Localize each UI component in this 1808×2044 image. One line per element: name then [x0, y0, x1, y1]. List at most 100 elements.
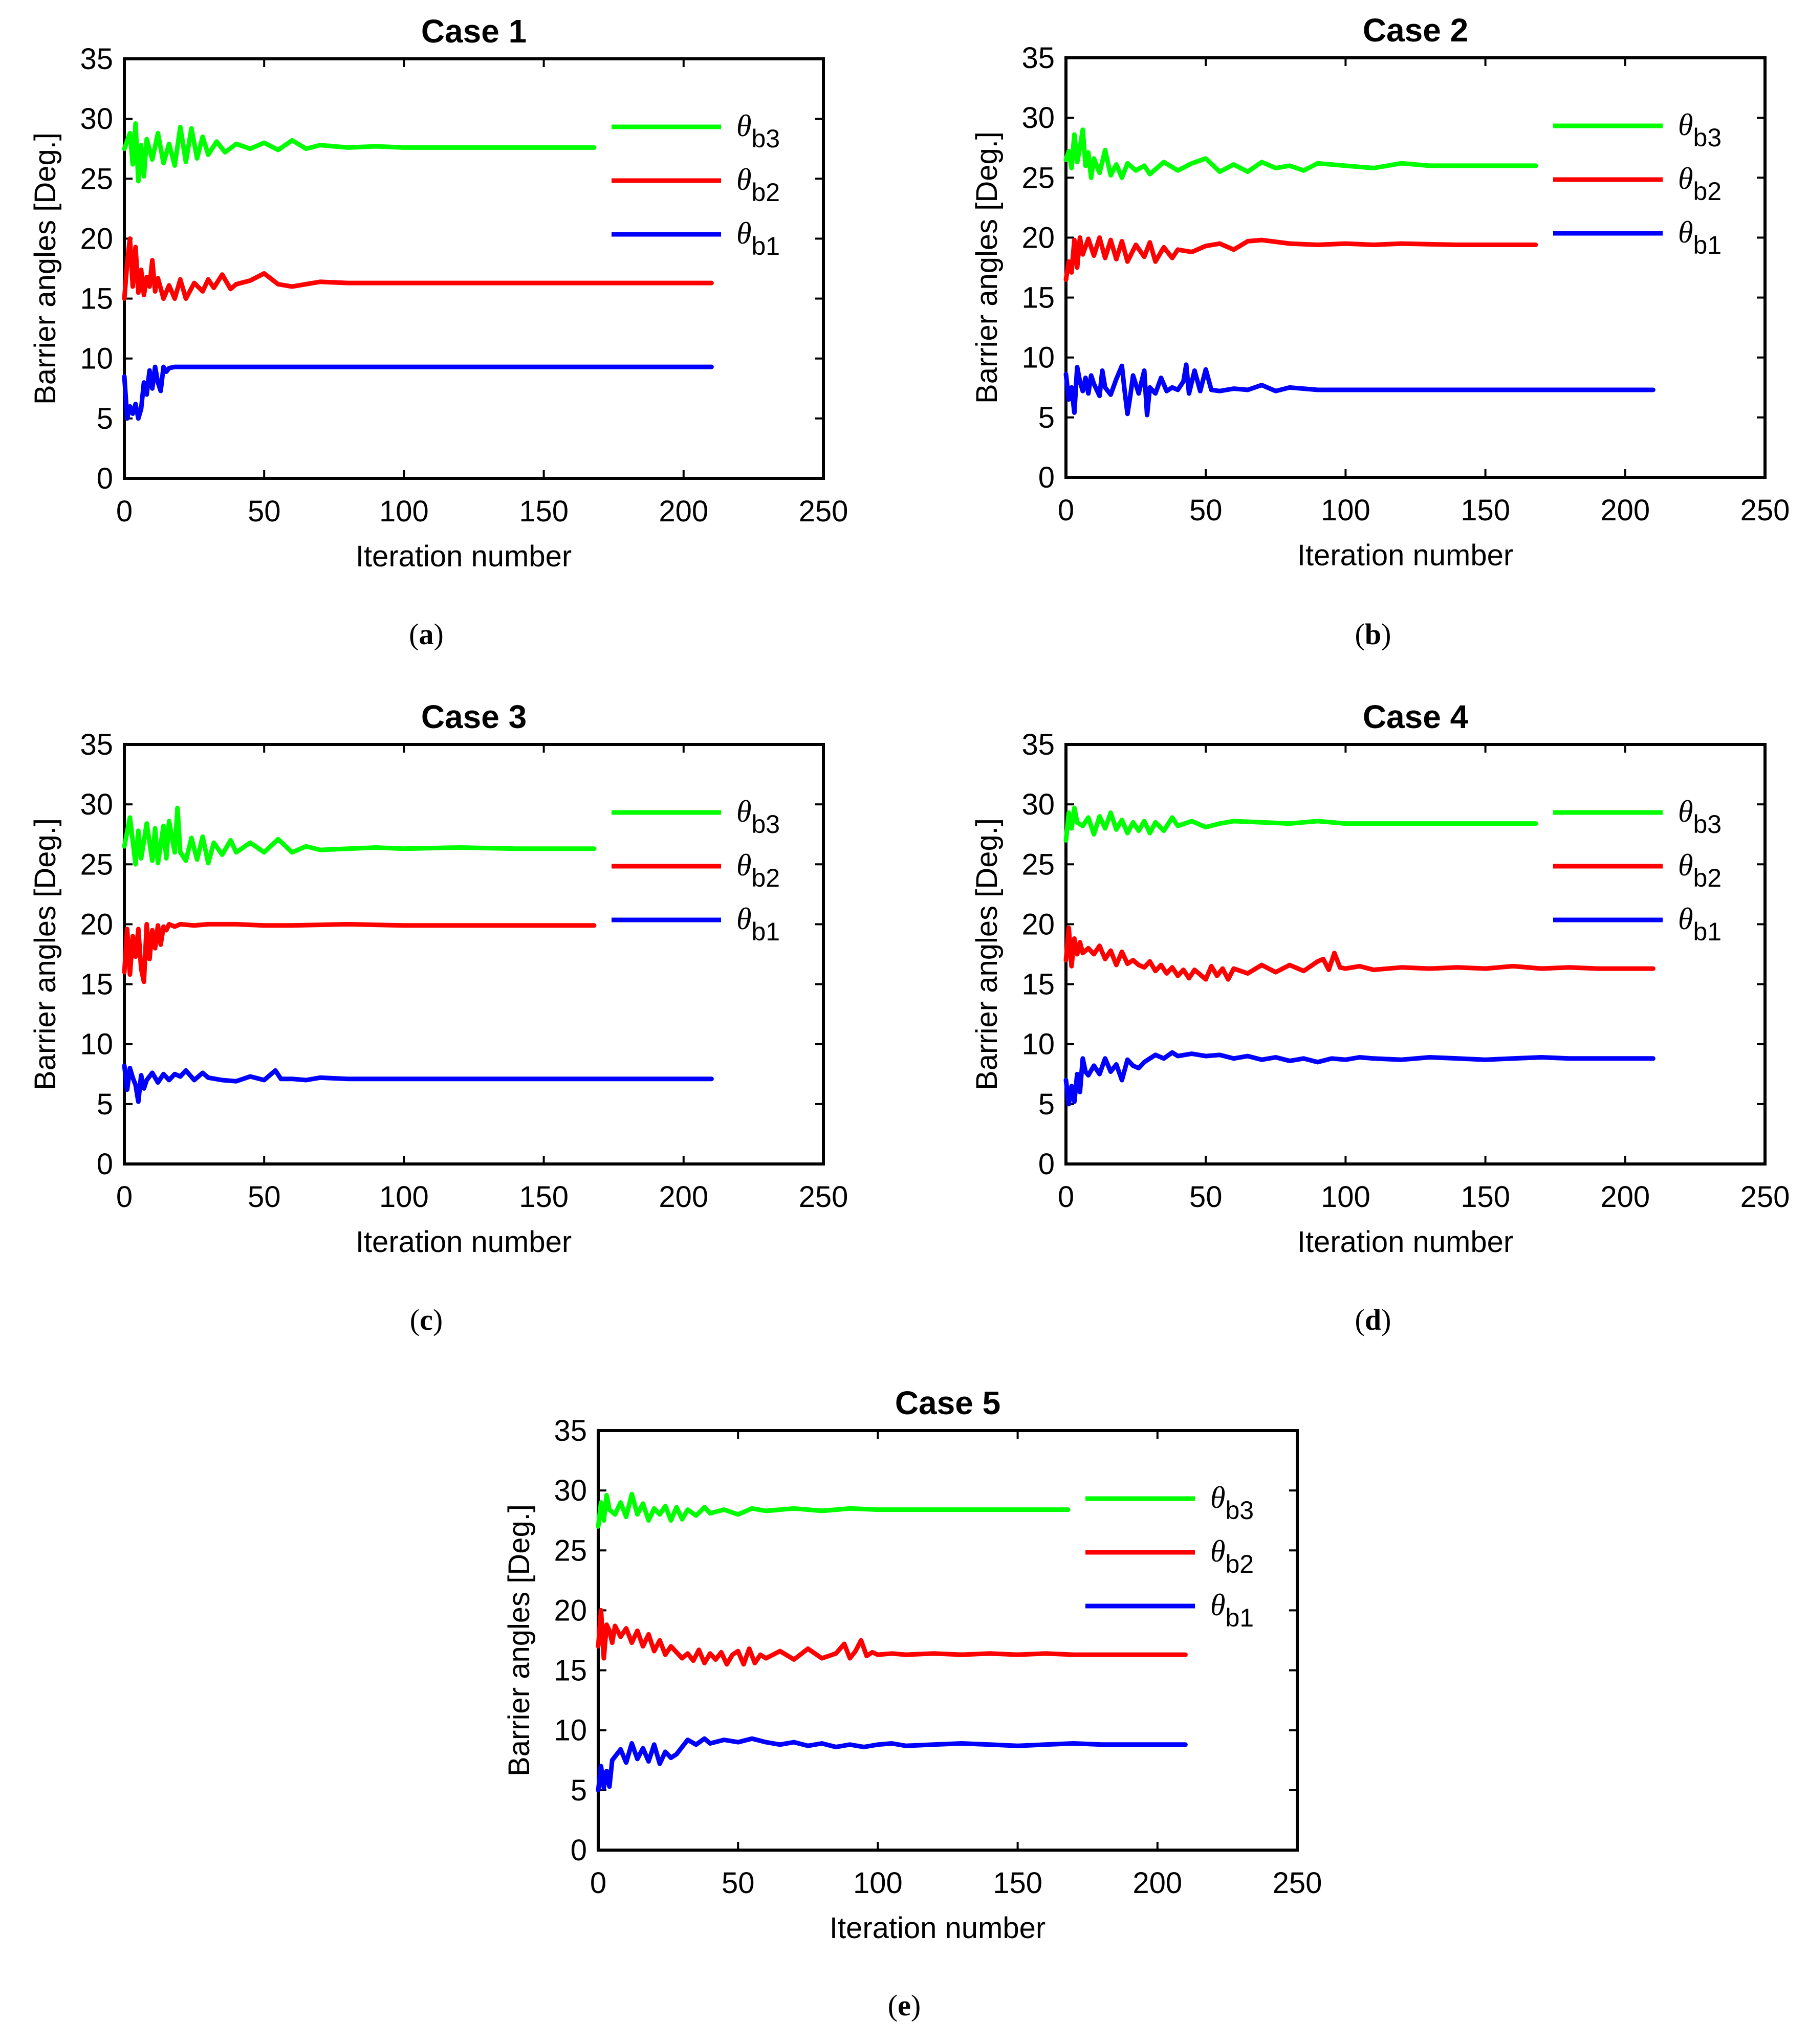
y-tick-label: 25: [1021, 161, 1055, 194]
x-tick-label: 50: [1189, 494, 1223, 527]
x-tick-label: 0: [116, 1180, 133, 1214]
y-tick-label: 10: [1021, 341, 1055, 375]
y-tick-label: 20: [1021, 908, 1055, 941]
legend-subscript: b3: [1225, 1496, 1254, 1525]
y-tick-label: 10: [554, 1714, 587, 1747]
x-tick-label: 100: [853, 1866, 903, 1900]
y-tick-label: 10: [80, 342, 113, 376]
y-axis-label: Barrier angles [Deg.]: [29, 133, 62, 405]
chart-title: Case 1: [421, 13, 527, 50]
y-axis-label: Barrier angles [Deg.]: [970, 131, 1004, 404]
legend-subscript: b3: [1693, 123, 1722, 152]
plot-area: [123, 57, 825, 480]
y-axis-label: Barrier angles [Deg.]: [29, 818, 62, 1090]
plot-area: [1064, 56, 1767, 479]
chart-title: Case 5: [895, 1384, 1000, 1421]
y-tick-label: 25: [554, 1534, 587, 1567]
plot-area: [123, 743, 825, 1166]
plot-area: [597, 1429, 1299, 1852]
caption-e: (e): [887, 1989, 921, 2022]
y-tick-label: 15: [80, 968, 113, 1001]
chart-panel-case-1: Case 1 0 5 10 15 20 25 30 35 0 50 100 150 200 250 Itera…: [0, 0, 904, 675]
x-tick-label: 200: [659, 495, 708, 528]
series-line-b3: [596, 1491, 1071, 1529]
series-line-b2: [122, 236, 714, 301]
chart-svg-case-4: Case 4 0 5 10 15 20 25 30 35 0 50 100 150 200 250 Itera…: [970, 698, 1790, 1259]
y-tick-label: 35: [554, 1414, 587, 1447]
legend-subscript: b1: [1693, 917, 1722, 946]
chart-panel-case-4: Case 4 0 5 10 15 20 25 30 35 0 50 100 150 200 250 Itera…: [942, 686, 1808, 1361]
y-tick-label: 0: [97, 462, 113, 495]
x-tick-label: 0: [1058, 494, 1074, 527]
x-tick-label: 150: [993, 1866, 1042, 1900]
x-tick-label: 50: [248, 1180, 281, 1214]
y-tick-label: 5: [571, 1774, 587, 1807]
legend-subscript: b3: [751, 810, 780, 839]
y-tick-label: 35: [80, 728, 113, 761]
legend-subscript: b1: [751, 232, 780, 260]
x-tick-label: 0: [116, 495, 133, 528]
y-tick-label: 5: [97, 1088, 113, 1121]
y-tick-label: 20: [80, 222, 113, 255]
y-tick-label: 30: [1021, 101, 1055, 135]
y-tick-label: 0: [1038, 1148, 1055, 1181]
series-line-b1: [1063, 1050, 1655, 1107]
y-tick-label: 20: [554, 1594, 587, 1627]
caption-letter: b: [1364, 618, 1382, 651]
legend-subscript: b2: [751, 178, 780, 207]
x-axis-label: Iteration number: [1297, 539, 1513, 572]
chart-title: Case 2: [1363, 12, 1468, 49]
chart-panel-case-5: Case 5 0 5 10 15 20 25 30 35 0 50 100 150 200 250 Itera…: [474, 1371, 1344, 2044]
plot-area: [1064, 743, 1767, 1166]
x-tick-label: 250: [1740, 494, 1790, 527]
x-axis-label: Iteration number: [830, 1911, 1045, 1945]
x-axis-label: Iteration number: [356, 1225, 572, 1259]
series-line-b3: [122, 121, 597, 184]
x-tick-label: 150: [1461, 1180, 1510, 1214]
y-axis-label: Barrier angles [Deg.]: [503, 1504, 536, 1776]
y-tick-label: 25: [80, 162, 113, 195]
y-tick-label: 10: [80, 1028, 113, 1061]
series-line-b2: [122, 921, 597, 984]
y-tick-label: 0: [1038, 461, 1055, 494]
x-tick-label: 100: [1321, 494, 1370, 527]
chart-svg-case-5: Case 5 0 5 10 15 20 25 30 35 0 50 100 150 200 250 Itera…: [503, 1384, 1322, 1945]
y-tick-label: 35: [80, 42, 113, 76]
legend-subscript: b1: [1225, 1603, 1254, 1632]
series-line-b3: [122, 805, 597, 867]
series-line-b1: [596, 1736, 1188, 1793]
x-axis-label: Iteration number: [356, 540, 572, 573]
y-tick-label: 0: [571, 1834, 587, 1867]
caption-letter: e: [898, 1989, 911, 2022]
caption-a: (a): [409, 618, 444, 651]
x-tick-label: 200: [1600, 1180, 1650, 1214]
legend-label-b1: θb1: [1678, 902, 1722, 946]
series-line-b2: [1063, 926, 1655, 982]
x-tick-label: 50: [248, 495, 281, 528]
x-tick-label: 100: [1321, 1180, 1370, 1214]
series-line-b3: [1063, 805, 1538, 843]
y-tick-label: 15: [1021, 968, 1055, 1001]
y-tick-label: 5: [97, 402, 113, 435]
x-tick-label: 250: [799, 495, 848, 528]
x-tick-label: 250: [1273, 1866, 1322, 1900]
caption-letter: d: [1364, 1303, 1382, 1336]
chart-title: Case 4: [1363, 698, 1469, 735]
x-tick-label: 250: [1740, 1180, 1790, 1214]
y-axis-label: Barrier angles [Deg.]: [970, 818, 1004, 1090]
x-tick-label: 100: [379, 1180, 429, 1214]
y-tick-label: 5: [1038, 401, 1055, 434]
legend-subscript: b2: [1225, 1550, 1254, 1578]
x-tick-label: 150: [519, 1180, 569, 1214]
x-tick-label: 200: [1600, 494, 1650, 527]
y-tick-label: 30: [1021, 788, 1055, 821]
legend-subscript: b3: [1693, 810, 1722, 839]
legend-subscript: b3: [751, 124, 780, 153]
y-tick-label: 30: [80, 788, 113, 821]
y-tick-label: 15: [554, 1654, 587, 1687]
x-tick-label: 50: [1189, 1180, 1223, 1214]
x-tick-label: 0: [1058, 1180, 1074, 1214]
y-tick-label: 25: [80, 848, 113, 881]
series-line-b2: [1063, 235, 1538, 282]
chart-svg-case-2: Case 2 0 5 10 15 20 25 30 35 0 50 100 150 200 250 Itera…: [970, 12, 1790, 572]
